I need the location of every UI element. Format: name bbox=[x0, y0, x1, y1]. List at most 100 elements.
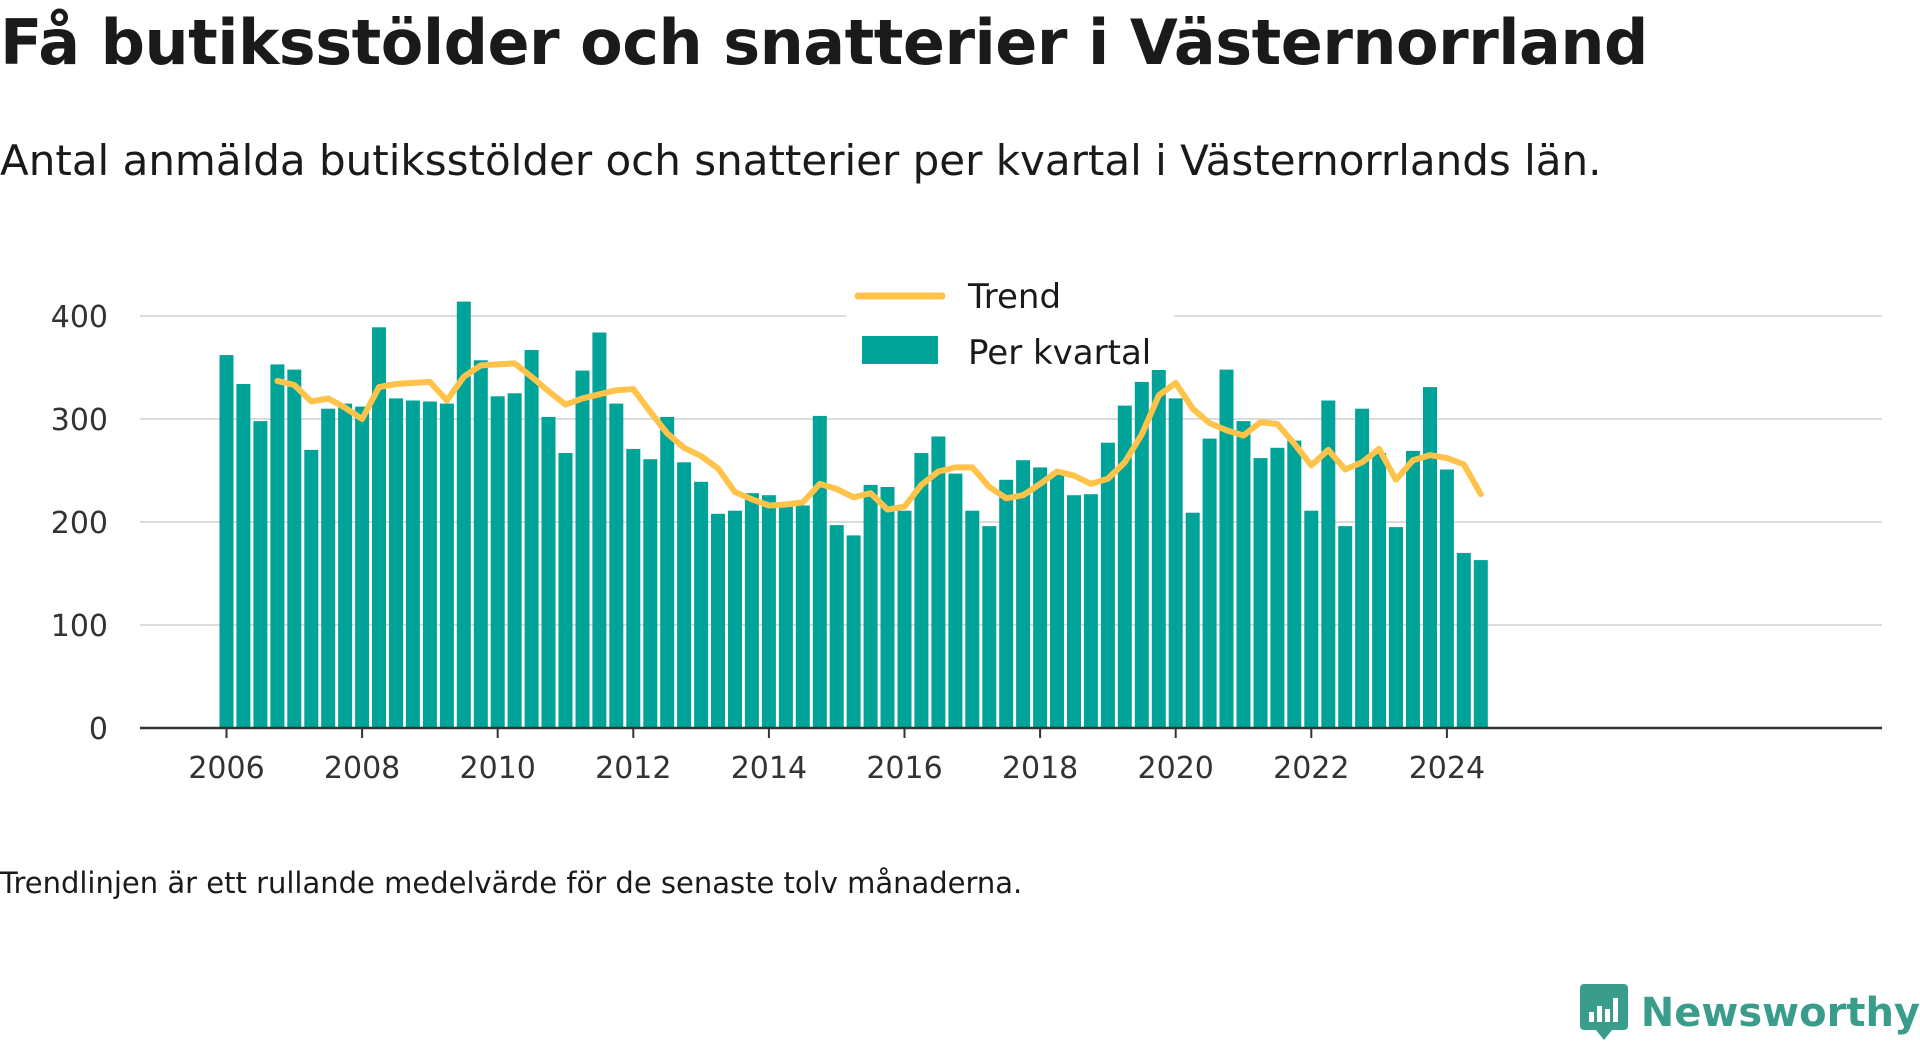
y-tick-label: 100 bbox=[51, 609, 108, 644]
bar bbox=[761, 495, 776, 728]
bar bbox=[1134, 381, 1149, 728]
bar bbox=[1406, 450, 1420, 728]
bars bbox=[219, 301, 1488, 729]
brand-name: Newsworthy bbox=[1640, 990, 1920, 1036]
bar bbox=[1321, 400, 1336, 728]
chart-title: Få butiksstölder och snatterier i Väster… bbox=[0, 6, 1648, 79]
bar bbox=[1473, 560, 1488, 728]
bar bbox=[541, 416, 556, 728]
bar bbox=[948, 473, 963, 728]
bar bbox=[914, 453, 929, 728]
bar bbox=[304, 449, 319, 728]
bar bbox=[456, 301, 471, 728]
bar bbox=[253, 421, 268, 728]
legend-per-kvartal-label: Per kvartal bbox=[968, 333, 1151, 373]
bar bbox=[524, 350, 539, 728]
bar bbox=[728, 510, 742, 728]
bar bbox=[744, 493, 759, 728]
bar bbox=[1117, 405, 1132, 728]
footnote: Trendlinjen är ett rullande medelvärde f… bbox=[0, 866, 1023, 900]
bar bbox=[575, 370, 590, 728]
y-tick-label: 300 bbox=[51, 403, 108, 438]
x-tick-label: 2018 bbox=[1002, 751, 1078, 786]
bar bbox=[1456, 552, 1471, 728]
bar bbox=[711, 513, 725, 728]
x-tick-label: 2020 bbox=[1138, 751, 1214, 786]
bar bbox=[355, 406, 370, 728]
bar bbox=[1372, 453, 1387, 728]
bar bbox=[1151, 345, 1166, 728]
bar bbox=[1236, 421, 1251, 728]
bar bbox=[389, 398, 403, 728]
bar bbox=[1033, 467, 1048, 728]
legend-trend-label: Trend bbox=[967, 277, 1061, 317]
bar bbox=[321, 408, 336, 728]
bar bbox=[1083, 494, 1098, 728]
bar bbox=[236, 384, 251, 728]
newsworthy-logo-icon bbox=[1579, 984, 1628, 1040]
bar bbox=[372, 327, 386, 728]
bar bbox=[1355, 408, 1370, 728]
bar bbox=[1185, 512, 1200, 728]
bar bbox=[490, 396, 505, 728]
bar bbox=[1270, 447, 1285, 728]
bar bbox=[1253, 458, 1268, 728]
bar bbox=[999, 479, 1014, 728]
bar bbox=[846, 535, 861, 728]
bar bbox=[1439, 469, 1454, 728]
bar bbox=[694, 481, 709, 728]
bar bbox=[931, 436, 946, 728]
chart-subtitle: Antal anmälda butiksstölder och snatteri… bbox=[0, 136, 1602, 185]
bar bbox=[1219, 369, 1234, 728]
bar bbox=[1389, 527, 1403, 728]
bar bbox=[1050, 472, 1064, 728]
brand-logo: Newsworthy bbox=[1579, 982, 1920, 1044]
bar bbox=[219, 355, 234, 728]
legend-per-kvartal-swatch bbox=[862, 336, 938, 364]
bar bbox=[880, 487, 895, 728]
bar bbox=[1287, 440, 1302, 728]
bar bbox=[1067, 495, 1081, 728]
bar bbox=[1202, 438, 1217, 728]
bar bbox=[643, 459, 658, 728]
bar bbox=[473, 360, 488, 728]
x-tick-label: 2014 bbox=[731, 751, 807, 786]
x-tick-label: 2024 bbox=[1409, 751, 1485, 786]
bar bbox=[897, 510, 912, 728]
bar bbox=[795, 505, 810, 728]
bar bbox=[778, 503, 793, 728]
bar bbox=[507, 393, 522, 729]
bar bbox=[1338, 526, 1353, 728]
y-tick-label: 200 bbox=[51, 506, 108, 541]
axes: 2006 2008 2010 2012 2014 2016 2018 2020 2022 2024 bbox=[140, 726, 1882, 786]
y-tick-label: 400 bbox=[51, 300, 108, 335]
bar bbox=[812, 415, 827, 728]
bar bbox=[626, 448, 641, 728]
bar bbox=[1423, 387, 1437, 728]
bar bbox=[609, 403, 624, 728]
bar bbox=[338, 403, 353, 728]
bar bbox=[287, 369, 302, 728]
bar bbox=[982, 526, 997, 728]
x-tick-label: 2022 bbox=[1273, 751, 1349, 786]
trend-line bbox=[274, 360, 1484, 513]
bar bbox=[1304, 510, 1319, 728]
x-tick-label: 2016 bbox=[866, 751, 942, 786]
bar bbox=[558, 453, 573, 728]
legend: Trend Per kvartal bbox=[846, 262, 1174, 373]
x-tick-label: 2010 bbox=[460, 751, 536, 786]
bar bbox=[965, 510, 980, 728]
bar bbox=[863, 484, 878, 728]
bar bbox=[439, 403, 454, 728]
bar bbox=[405, 400, 420, 728]
bar bbox=[1168, 398, 1183, 728]
x-tick-label: 2012 bbox=[595, 751, 671, 786]
bar bbox=[592, 332, 607, 728]
y-tick-label: 0 bbox=[89, 712, 108, 747]
bar bbox=[660, 416, 675, 728]
bar bbox=[422, 401, 437, 728]
bar bbox=[1016, 460, 1031, 728]
bar bbox=[270, 364, 285, 728]
x-tick-label: 2008 bbox=[324, 751, 400, 786]
